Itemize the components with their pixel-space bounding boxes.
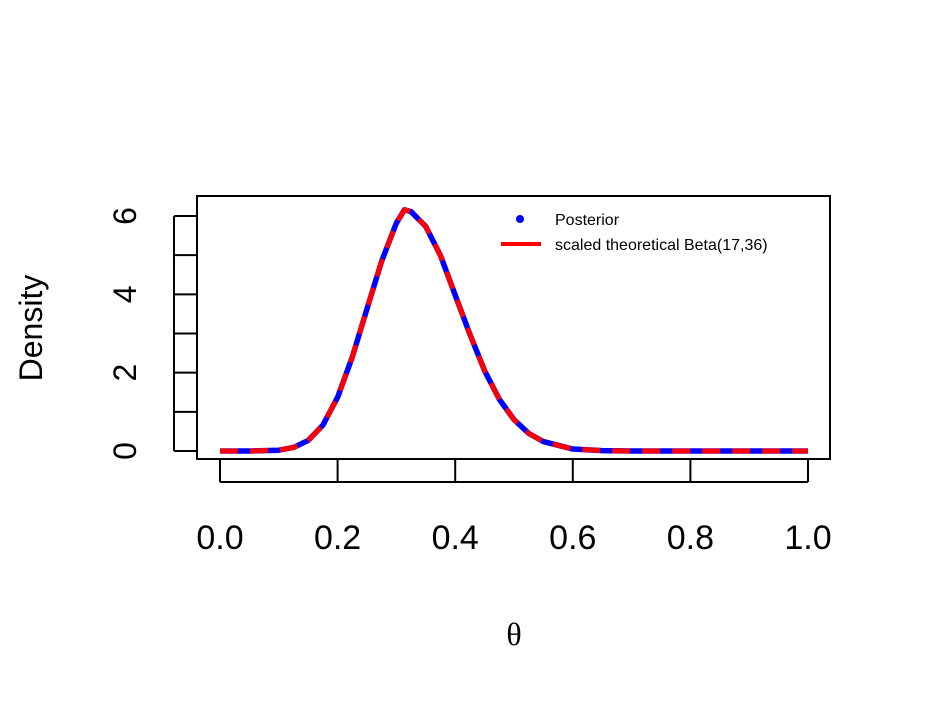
x-tick-label: 0.2: [314, 519, 361, 557]
y-tick-label: 4: [107, 285, 143, 303]
series-layer: [220, 206, 808, 454]
x-tick-label: 0.6: [549, 519, 596, 557]
legend: Posterior scaled theoretical Beta(17,36): [501, 212, 768, 254]
x-ticks: 0.0 0.2 0.4 0.6 0.8 1.0: [196, 459, 832, 557]
x-tick-label: 1.0: [784, 519, 831, 557]
y-tick-label: 6: [107, 207, 143, 225]
plot-frame: [196, 195, 831, 460]
x-tick-label: 0.4: [432, 519, 479, 557]
x-tick-label: 0.8: [667, 519, 714, 557]
series-line-beta: [220, 207, 808, 454]
legend-label-posterior: Posterior: [555, 212, 620, 229]
y-axis-title: Density: [13, 275, 49, 382]
legend-marker-posterior: [516, 215, 524, 223]
y-ticks: 0 2 4 6: [107, 207, 197, 460]
y-tick-label: 2: [107, 364, 143, 382]
x-tick-label: 0.0: [196, 519, 243, 557]
x-axis-title: θ: [506, 616, 521, 652]
legend-label-beta: scaled theoretical Beta(17,36): [555, 237, 768, 254]
y-tick-label: 0: [107, 442, 143, 460]
